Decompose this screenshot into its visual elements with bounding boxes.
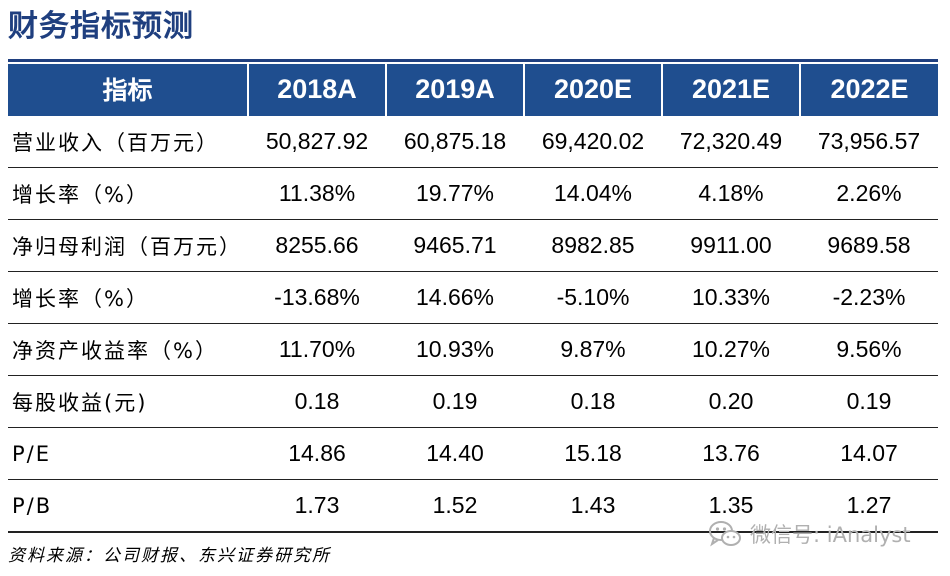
header-indicator: 指标 bbox=[8, 64, 249, 115]
table-cell: 8982.85 bbox=[524, 219, 662, 272]
page-title: 财务指标预测 bbox=[8, 9, 194, 44]
table-cell: 69,420.02 bbox=[524, 114, 662, 168]
table-cell: 19.77% bbox=[386, 167, 524, 220]
table-cell: 14.07 bbox=[800, 427, 938, 480]
header-2018a: 2018A bbox=[248, 64, 387, 115]
row-label: 营业收入（百万元） bbox=[8, 114, 248, 168]
table-cell: 72,320.49 bbox=[662, 114, 800, 168]
table-cell: 4.18% bbox=[662, 167, 800, 220]
header-2022e: 2022E bbox=[800, 64, 938, 115]
table-cell: 14.86 bbox=[248, 427, 386, 480]
table-cell: 50,827.92 bbox=[248, 114, 386, 168]
table-row: 增长率（%） -13.68% 14.66% -5.10% 10.33% -2.2… bbox=[8, 271, 938, 324]
table-cell: 9465.71 bbox=[386, 219, 524, 272]
table-row: 营业收入（百万元） 50,827.92 60,875.18 69,420.02 … bbox=[8, 114, 938, 168]
table-cell: 1.43 bbox=[524, 479, 662, 533]
source-note: 资料来源：公司财报、东兴证券研究所 bbox=[8, 546, 331, 566]
table-cell: 0.18 bbox=[248, 375, 386, 428]
table-cell: -13.68% bbox=[248, 271, 386, 324]
table-row: P/B 1.73 1.52 1.43 1.35 1.27 bbox=[8, 479, 938, 533]
table-cell: 1.35 bbox=[662, 479, 800, 533]
header-2020e: 2020E bbox=[524, 64, 663, 115]
table-cell: 0.19 bbox=[800, 375, 938, 428]
table-cell: 9.87% bbox=[524, 323, 662, 376]
table-cell: 0.20 bbox=[662, 375, 800, 428]
watermark-text: 微信号: iAnalyst bbox=[750, 523, 911, 547]
row-label: 增长率（%） bbox=[8, 271, 248, 324]
table-cell: -5.10% bbox=[524, 271, 662, 324]
table-cell: 9911.00 bbox=[662, 219, 800, 272]
table-row: 净归母利润（百万元） 8255.66 9465.71 8982.85 9911.… bbox=[8, 219, 938, 272]
table-header-row: 指标 2018A 2019A 2020E 2021E 2022E bbox=[8, 64, 938, 115]
table-row: P/E 14.86 14.40 15.18 13.76 14.07 bbox=[8, 427, 938, 480]
table-cell: 11.70% bbox=[248, 323, 386, 376]
table-cell: 0.18 bbox=[524, 375, 662, 428]
table-cell: 60,875.18 bbox=[386, 114, 524, 168]
table-cell: 1.73 bbox=[248, 479, 386, 533]
table-cell: 0.19 bbox=[386, 375, 524, 428]
table-cell: 1.52 bbox=[386, 479, 524, 533]
table-cell: 1.27 bbox=[800, 479, 938, 533]
table-cell: 10.93% bbox=[386, 323, 524, 376]
row-label: P/E bbox=[8, 427, 248, 480]
table-cell: 14.66% bbox=[386, 271, 524, 324]
header-2019a: 2019A bbox=[386, 64, 525, 115]
row-label: 增长率（%） bbox=[8, 167, 248, 220]
row-label: 净归母利润（百万元） bbox=[8, 219, 248, 272]
header-2021e: 2021E bbox=[662, 64, 801, 115]
row-label: P/B bbox=[8, 479, 248, 533]
table-cell: 8255.66 bbox=[248, 219, 386, 272]
table-cell: 15.18 bbox=[524, 427, 662, 480]
table-cell: 9.56% bbox=[800, 323, 938, 376]
table-cell: 10.27% bbox=[662, 323, 800, 376]
table-cell: 14.04% bbox=[524, 167, 662, 220]
table-row: 增长率（%） 11.38% 19.77% 14.04% 4.18% 2.26% bbox=[8, 167, 938, 220]
title-divider bbox=[8, 59, 938, 62]
table-cell: 14.40 bbox=[386, 427, 524, 480]
table-row: 每股收益(元) 0.18 0.19 0.18 0.20 0.19 bbox=[8, 375, 938, 428]
table-cell: 73,956.57 bbox=[800, 114, 938, 168]
table-row: 净资产收益率（%） 11.70% 10.93% 9.87% 10.27% 9.5… bbox=[8, 323, 938, 376]
table-cell: 2.26% bbox=[800, 167, 938, 220]
row-label: 净资产收益率（%） bbox=[8, 323, 248, 376]
financial-forecast-table: 指标 2018A 2019A 2020E 2021E 2022E 营业收入（百万… bbox=[8, 64, 938, 533]
table-cell: 10.33% bbox=[662, 271, 800, 324]
watermark: 微信号: iAnalyst bbox=[708, 518, 911, 550]
table-cell: -2.23% bbox=[800, 271, 938, 324]
wechat-icon bbox=[708, 519, 742, 549]
row-label: 每股收益(元) bbox=[8, 375, 248, 428]
table-cell: 11.38% bbox=[248, 167, 386, 220]
table-cell: 13.76 bbox=[662, 427, 800, 480]
table-cell: 9689.58 bbox=[800, 219, 938, 272]
